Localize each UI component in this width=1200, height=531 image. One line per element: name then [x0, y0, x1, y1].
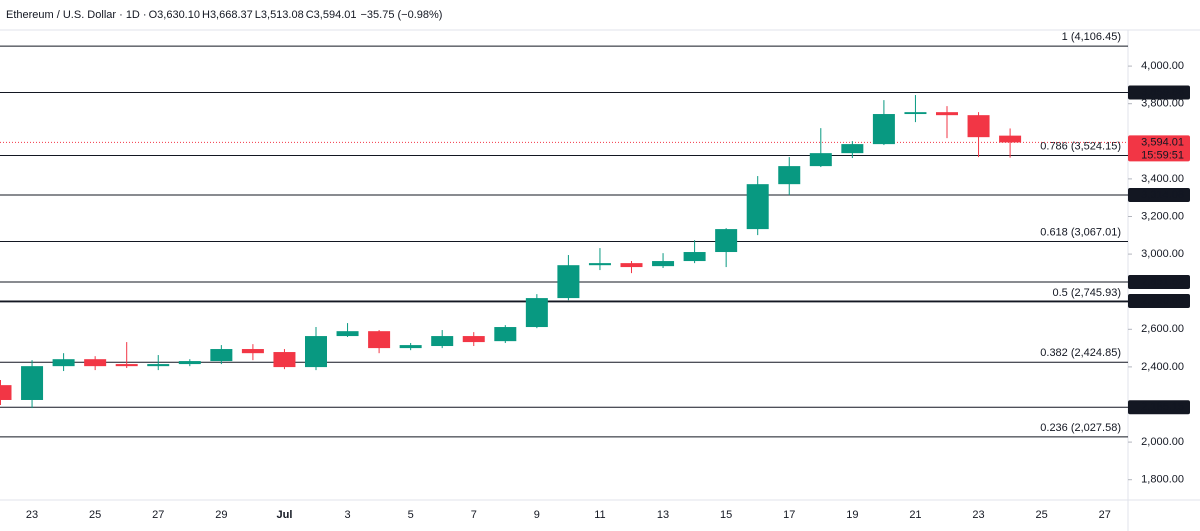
fib-level-label: 0.786 (3,524.15) — [1040, 140, 1121, 152]
ohlc-value: 3,668.37 — [210, 9, 253, 21]
candle-body — [652, 261, 675, 267]
x-tick-label: 15 — [720, 509, 732, 521]
y-tick-label: 2,000.00 — [1141, 436, 1184, 448]
candle-body — [620, 263, 643, 268]
candle-body — [21, 366, 44, 400]
x-tick-label: 27 — [152, 509, 164, 521]
candle-body — [241, 349, 264, 354]
fib-level-label: 0.5 (2,745.93) — [1053, 287, 1122, 299]
x-tick-label: Jul — [276, 509, 292, 521]
x-tick-label: 25 — [89, 509, 101, 521]
candle-body — [273, 352, 296, 368]
x-tick-label: 29 — [215, 509, 227, 521]
symbol: Ethereum / U.S. Dollar · 1D · — [6, 9, 147, 21]
candle-body — [178, 361, 201, 365]
candle-body — [683, 252, 706, 262]
header: Ethereum / U.S. Dollar · 1D · O 3,630.10 H 3… — [6, 9, 442, 21]
last-price-label: 3,594.01 — [1141, 136, 1184, 148]
price-line-badge — [1128, 275, 1190, 290]
x-tick-label: 23 — [26, 509, 38, 521]
ohlc-value: 3,630.10 — [157, 9, 200, 21]
candle-body — [525, 298, 548, 328]
candle-body — [462, 336, 485, 343]
countdown: 15:59:51 — [1141, 149, 1184, 161]
candle-body — [399, 345, 422, 349]
change: −35.75 (−0.98%) — [361, 9, 443, 21]
candle-body — [967, 115, 990, 138]
x-tick-label: 17 — [783, 509, 795, 521]
candle-body — [494, 327, 517, 342]
candle-body — [0, 385, 12, 400]
x-tick-label: 13 — [657, 509, 669, 521]
candle-body — [904, 112, 927, 115]
fib-level-label: 0.236 (2,027.58) — [1040, 422, 1121, 434]
y-tick-label: 2,600.00 — [1141, 323, 1184, 335]
candle-body — [84, 359, 107, 367]
x-tick-label: 23 — [972, 509, 984, 521]
price-line-label: 2,185.15 — [1141, 401, 1184, 413]
ohlc-value: 3,513.08 — [261, 9, 304, 21]
ohlc-key: O — [149, 9, 158, 21]
x-tick-label: 21 — [909, 509, 921, 521]
candle-body — [147, 364, 170, 367]
ohlc-value: 3,594.01 — [314, 9, 357, 21]
candle-body — [336, 331, 359, 337]
price-line-badge — [1128, 85, 1190, 100]
fib-level-label: 0.382 (2,424.85) — [1040, 347, 1121, 359]
candle-body — [588, 263, 611, 266]
candle-body — [368, 331, 391, 349]
price-line-label: 3,314.08 — [1141, 189, 1184, 201]
candle-body — [872, 114, 895, 145]
y-tick-label: 3,400.00 — [1141, 173, 1184, 185]
candle-body — [305, 336, 327, 368]
last-price-badge — [1128, 135, 1190, 162]
fib-level-label: 1 (4,106.45) — [1062, 31, 1121, 43]
candle-body — [557, 265, 580, 299]
x-tick-label: 25 — [1036, 509, 1048, 521]
candle-body — [778, 166, 801, 185]
y-tick-label: 3,200.00 — [1141, 210, 1184, 222]
fib-level-label: 0.618 (3,067.01) — [1040, 226, 1121, 238]
y-tick-label: 1,800.00 — [1141, 474, 1184, 486]
price-line-label: 2,851.52 — [1141, 276, 1184, 288]
y-tick-label: 2,400.00 — [1141, 361, 1184, 373]
candle-body — [746, 184, 769, 230]
y-tick-label: 3,800.00 — [1141, 98, 1184, 110]
x-tick-label: 11 — [594, 509, 605, 521]
ohlc-key: L — [255, 9, 261, 21]
candle-body — [999, 135, 1022, 143]
x-tick-label: 19 — [846, 509, 858, 521]
x-tick-label: 5 — [408, 509, 414, 521]
candle-body — [715, 229, 738, 253]
price-line-badge — [1128, 400, 1190, 415]
price-line-label: 3,859.88 — [1141, 86, 1184, 98]
x-tick-label: 3 — [344, 509, 350, 521]
x-tick-label: 7 — [471, 509, 477, 521]
x-tick-label: 27 — [1099, 509, 1111, 521]
candle-body — [431, 336, 454, 347]
price-line-badge — [1128, 188, 1190, 203]
y-tick-label: 3,000.00 — [1141, 248, 1184, 260]
y-tick-label: 4,000.00 — [1141, 60, 1184, 72]
x-tick-label: 9 — [534, 509, 540, 521]
candle-body — [841, 144, 864, 154]
candle-body — [52, 359, 75, 367]
candle-body — [809, 153, 832, 167]
candle-body — [936, 112, 958, 116]
candle-body — [115, 364, 138, 367]
price-line-badge — [1128, 293, 1190, 308]
ohlc-key: H — [202, 9, 210, 21]
ohlc-key: C — [306, 9, 314, 21]
price-line-label: 2,750.69 — [1141, 295, 1184, 307]
candle-body — [210, 349, 233, 362]
